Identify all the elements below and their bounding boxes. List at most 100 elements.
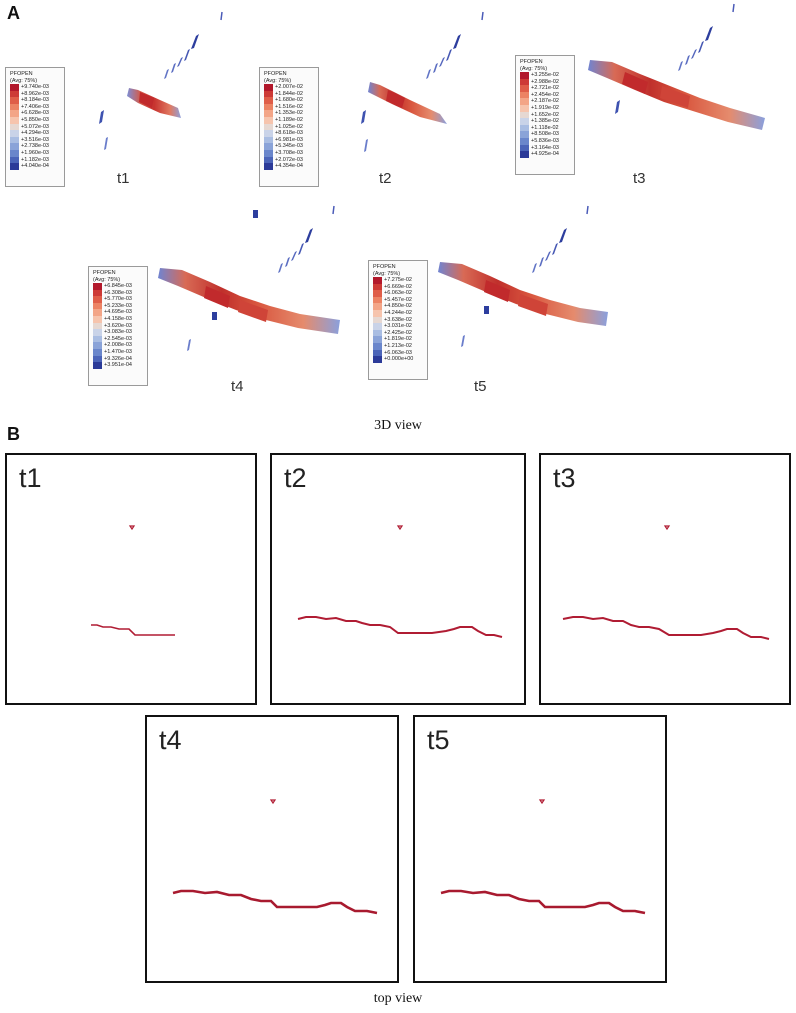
legend-value: +6.063e-02 bbox=[384, 290, 412, 297]
legend-swatch bbox=[93, 296, 102, 303]
legend-swatch bbox=[10, 156, 19, 164]
legend-swatch bbox=[373, 303, 382, 310]
legend-value: +1.118e-02 bbox=[531, 124, 559, 131]
legend-entry: +2.988e-02 bbox=[520, 78, 570, 86]
legend-value: +4.354e-04 bbox=[275, 163, 303, 170]
legend-entry: +1.919e-02 bbox=[520, 104, 570, 112]
legend-entry: +5.770e-03 bbox=[93, 296, 143, 303]
legend-entry: +2.454e-02 bbox=[520, 91, 570, 99]
legend-entry: +1.680e-02 bbox=[264, 97, 314, 104]
legend-swatch bbox=[93, 329, 102, 336]
legend-title: PFOPEN bbox=[520, 59, 543, 65]
legend-swatch bbox=[10, 163, 19, 170]
legend-value: +8.618e-03 bbox=[275, 130, 303, 137]
legend-swatch bbox=[264, 103, 273, 111]
legend-subtitle: (Avg: 75%) bbox=[373, 270, 401, 277]
legend-swatch bbox=[264, 136, 273, 144]
legend-entry: +6.063e-02 bbox=[373, 290, 423, 297]
legend-entry: +2.008e-03 bbox=[93, 342, 143, 349]
legend-value: +3.638e-02 bbox=[384, 316, 412, 323]
legend-value: +2.072e-03 bbox=[275, 156, 303, 163]
legend-swatch bbox=[264, 116, 273, 124]
legend-swatch bbox=[93, 302, 102, 310]
legend-entry: +3.516e-03 bbox=[10, 136, 60, 144]
legend-value: +2.008e-03 bbox=[104, 342, 132, 349]
time-label-3d-t1: t1 bbox=[117, 170, 130, 187]
fracture-3d-t1 bbox=[99, 11, 223, 150]
legend-entry: +8.508e-03 bbox=[520, 131, 570, 138]
legend-value: +9.326e-04 bbox=[104, 355, 132, 362]
legend-value: +8.508e-03 bbox=[531, 131, 559, 138]
legend-swatch bbox=[373, 356, 382, 363]
legend-value: +2.425e-02 bbox=[384, 329, 412, 336]
legend-entry: +5.072e-03 bbox=[10, 123, 60, 131]
legend-swatch bbox=[520, 98, 529, 105]
legend-entry: +0.000e+00 bbox=[373, 356, 423, 363]
legend-subtitle: (Avg: 75%) bbox=[10, 77, 38, 84]
legend-entry: +1.516e-02 bbox=[264, 103, 314, 111]
legend-swatch bbox=[520, 111, 529, 119]
legend-value: +7.406e-03 bbox=[21, 103, 49, 110]
time-label-3d-t2: t2 bbox=[379, 170, 392, 187]
top-view-t1: t1 bbox=[5, 453, 257, 705]
legend-subtitle: (Avg: 75%) bbox=[264, 77, 292, 84]
fracture-3d-t5 bbox=[438, 205, 608, 347]
legend-swatch bbox=[373, 283, 382, 291]
legend-subtitle: (Avg: 75%) bbox=[93, 276, 121, 283]
legend-value: +5.457e-02 bbox=[384, 296, 412, 303]
caption-3d-view: 3D view bbox=[374, 418, 422, 433]
legend-entry: +4.850e-02 bbox=[373, 303, 423, 310]
legend-swatch bbox=[264, 130, 273, 137]
caption-top-view: top view bbox=[373, 991, 423, 1006]
legend-value: +3.031e-02 bbox=[384, 323, 412, 330]
legend-title: PFOPEN bbox=[373, 264, 396, 270]
legend-value: +6.669e-02 bbox=[384, 283, 412, 290]
fracture-3d-t4 bbox=[158, 205, 340, 351]
legend-value: +6.628e-03 bbox=[21, 110, 49, 117]
legend-entry: +1.118e-02 bbox=[520, 124, 570, 132]
legend-swatch bbox=[264, 84, 273, 91]
fracture-trace-t1 bbox=[91, 525, 175, 636]
legend-entry: +6.981e-03 bbox=[264, 136, 314, 144]
legend-value: +2.454e-02 bbox=[531, 91, 559, 98]
legend-swatch bbox=[373, 336, 382, 343]
legend-value: +2.738e-03 bbox=[21, 143, 49, 150]
legend-value: +4.850e-02 bbox=[384, 303, 412, 310]
legend-value: +3.620e-03 bbox=[104, 322, 132, 329]
top-view-t3: t3 bbox=[539, 453, 791, 705]
legend-value: +4.294e-03 bbox=[21, 130, 49, 137]
top-view-label: t1 bbox=[19, 463, 42, 493]
legend-entry: +3.164e-03 bbox=[520, 144, 570, 152]
legend-value: +4.925e-04 bbox=[531, 151, 559, 158]
legend-entry: +2.425e-02 bbox=[373, 329, 423, 337]
legend-entry: +3.638e-02 bbox=[373, 316, 423, 324]
legend-entry: +5.457e-02 bbox=[373, 296, 423, 304]
legend-value: +1.025e-02 bbox=[275, 123, 303, 130]
legend-value: +6.845e-03 bbox=[104, 283, 132, 289]
legend-swatch bbox=[520, 131, 529, 138]
legend-entry: +4.695e-03 bbox=[93, 309, 143, 316]
legend-entry: +3.031e-02 bbox=[373, 323, 423, 330]
legend-entry: +1.025e-02 bbox=[264, 123, 314, 131]
legend-value: +3.951e-04 bbox=[104, 362, 132, 369]
legend-subtitle: (Avg: 75%) bbox=[520, 65, 548, 72]
legend-entry: +1.844e-02 bbox=[264, 90, 314, 98]
legend-swatch bbox=[520, 151, 529, 158]
legend-value: +1.182e-03 bbox=[21, 156, 49, 163]
legend-entry: +8.962e-03 bbox=[10, 90, 60, 98]
legend-value: +1.385e-02 bbox=[531, 118, 559, 125]
legend-value: +5.345e-03 bbox=[275, 143, 303, 150]
legend-entry: +6.063e-03 bbox=[373, 349, 423, 357]
legend-value: +6.981e-03 bbox=[275, 136, 303, 143]
legend-entry: +7.275e-02 bbox=[373, 277, 423, 284]
legend-value: +4.158e-03 bbox=[104, 315, 132, 322]
legend-rows: +7.275e-02 +6.669e-02 +6.063e-02 +5.457e-02… bbox=[373, 277, 423, 363]
legend-swatch bbox=[520, 104, 529, 112]
legend-swatch bbox=[93, 348, 102, 356]
legend-entry: +2.072e-03 bbox=[264, 156, 314, 164]
legend-swatch bbox=[520, 85, 529, 92]
legend-entry: +1.470e-03 bbox=[93, 348, 143, 356]
legend-value: +8.184e-03 bbox=[21, 97, 49, 104]
legend-entry: +1.353e-02 bbox=[264, 110, 314, 117]
legend-value: +6.063e-03 bbox=[384, 349, 412, 356]
